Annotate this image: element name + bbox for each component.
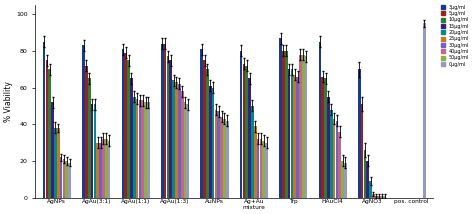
Bar bbox=[43, 42, 46, 198]
Bar bbox=[186, 104, 189, 198]
Bar bbox=[226, 121, 228, 198]
Bar bbox=[223, 119, 226, 198]
Bar bbox=[366, 161, 369, 198]
Bar bbox=[108, 141, 110, 198]
Bar bbox=[167, 56, 169, 198]
Bar bbox=[341, 161, 344, 198]
Y-axis label: % Viability: % Viability bbox=[4, 81, 13, 122]
Bar bbox=[327, 97, 330, 198]
Bar bbox=[141, 100, 144, 198]
Bar bbox=[91, 104, 93, 198]
Bar bbox=[124, 53, 127, 198]
Bar bbox=[54, 128, 57, 198]
Bar bbox=[206, 69, 209, 198]
Bar bbox=[209, 86, 211, 198]
Bar bbox=[48, 69, 51, 198]
Bar bbox=[381, 196, 383, 198]
Bar bbox=[291, 69, 293, 198]
Bar bbox=[282, 51, 285, 198]
Bar bbox=[240, 51, 243, 198]
Bar bbox=[212, 88, 214, 198]
Bar bbox=[173, 80, 175, 198]
Bar bbox=[330, 110, 333, 198]
Bar bbox=[263, 141, 265, 198]
Bar bbox=[285, 51, 288, 198]
Bar bbox=[181, 91, 183, 198]
Bar bbox=[248, 78, 251, 198]
Bar bbox=[305, 56, 308, 198]
Bar bbox=[57, 128, 60, 198]
Bar bbox=[170, 60, 172, 198]
Bar bbox=[105, 139, 108, 198]
Bar bbox=[358, 69, 361, 198]
Bar bbox=[60, 157, 63, 198]
Bar bbox=[178, 84, 181, 198]
Bar bbox=[85, 65, 88, 198]
Bar bbox=[319, 42, 321, 198]
Bar bbox=[82, 45, 85, 198]
Bar bbox=[336, 121, 338, 198]
Bar bbox=[296, 77, 299, 198]
Bar bbox=[138, 100, 141, 198]
Bar bbox=[288, 69, 291, 198]
Bar bbox=[383, 196, 386, 198]
Bar bbox=[299, 55, 302, 198]
Bar bbox=[46, 60, 48, 198]
Bar bbox=[265, 143, 268, 198]
Bar bbox=[333, 119, 336, 198]
Bar bbox=[201, 49, 203, 198]
Bar bbox=[88, 78, 91, 198]
Bar bbox=[260, 139, 262, 198]
Bar bbox=[63, 159, 65, 198]
Bar bbox=[423, 23, 426, 198]
Bar bbox=[130, 78, 133, 198]
Bar bbox=[246, 65, 248, 198]
Bar bbox=[51, 102, 54, 198]
Bar bbox=[375, 196, 378, 198]
Bar bbox=[369, 181, 372, 198]
Bar bbox=[203, 60, 206, 198]
Bar bbox=[121, 49, 124, 198]
Bar bbox=[220, 117, 223, 198]
Bar bbox=[364, 150, 366, 198]
Bar bbox=[144, 102, 147, 198]
Bar bbox=[257, 139, 259, 198]
Bar bbox=[302, 55, 305, 198]
Bar bbox=[127, 60, 130, 198]
Bar bbox=[344, 163, 347, 198]
Bar bbox=[361, 104, 364, 198]
Bar bbox=[96, 143, 99, 198]
Bar bbox=[175, 82, 178, 198]
Bar bbox=[293, 75, 296, 198]
Bar bbox=[324, 78, 327, 198]
Bar bbox=[254, 126, 256, 198]
Bar bbox=[147, 102, 150, 198]
Bar bbox=[183, 102, 186, 198]
Bar bbox=[321, 77, 324, 198]
Bar bbox=[215, 110, 217, 198]
Bar bbox=[164, 44, 166, 198]
Bar bbox=[161, 44, 164, 198]
Bar bbox=[251, 106, 254, 198]
Bar bbox=[102, 139, 105, 198]
Bar bbox=[218, 111, 220, 198]
Bar bbox=[378, 196, 381, 198]
Bar bbox=[338, 132, 341, 198]
Bar bbox=[243, 64, 246, 198]
Bar bbox=[136, 99, 138, 198]
Bar bbox=[99, 143, 102, 198]
Bar bbox=[68, 163, 71, 198]
Bar bbox=[372, 194, 375, 198]
Legend: 3µg/ml, 5µg/ml, 10µg/ml, 15µg/ml, 20µg/ml, 25µg/ml, 30µg/ml, 40µg/ml, 50µg/ml, 0: 3µg/ml, 5µg/ml, 10µg/ml, 15µg/ml, 20µg/m… bbox=[439, 4, 470, 68]
Bar bbox=[93, 104, 96, 198]
Bar bbox=[133, 97, 136, 198]
Bar bbox=[279, 38, 282, 198]
Bar bbox=[65, 161, 68, 198]
